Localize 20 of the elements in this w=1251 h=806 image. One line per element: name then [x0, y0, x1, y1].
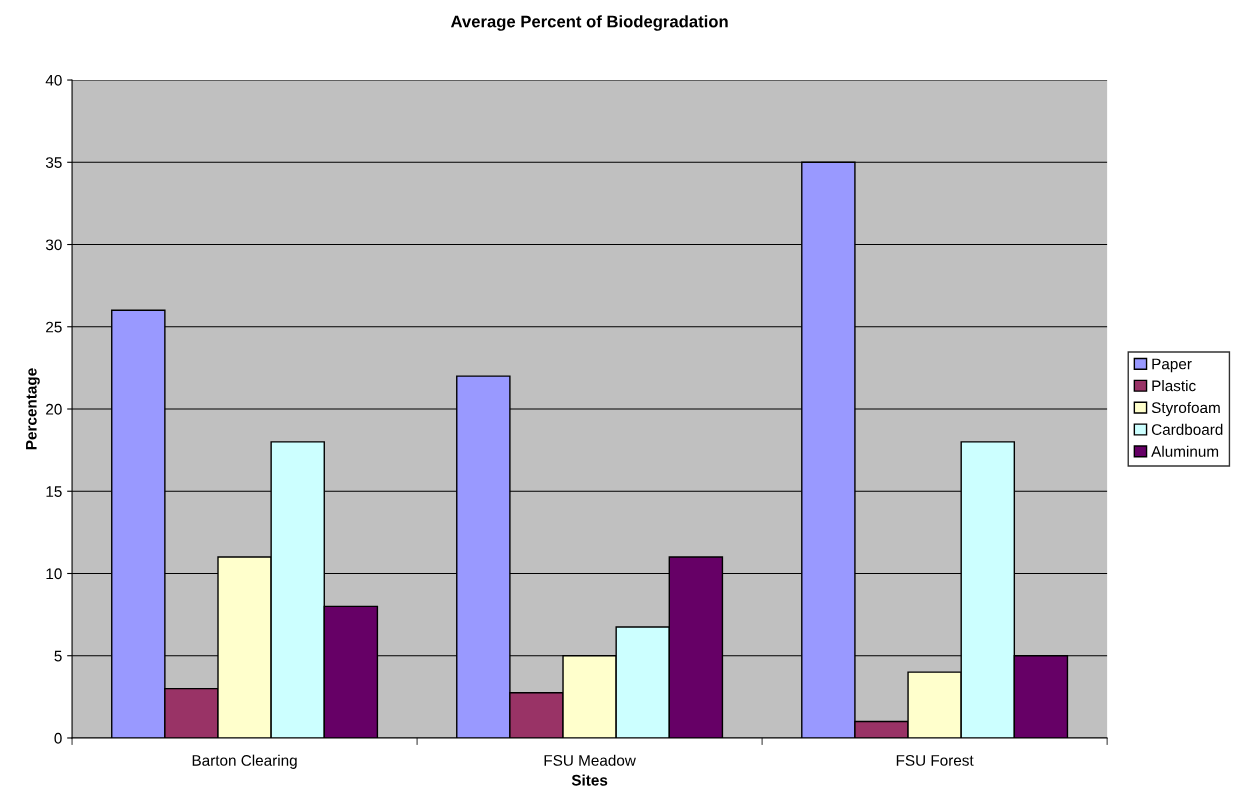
x-tick-label: Barton Clearing — [192, 754, 297, 769]
legend-label: Paper — [1152, 358, 1192, 373]
legend-label: Styrofoam — [1151, 401, 1220, 417]
y-tick-label: 0 — [54, 732, 62, 744]
y-tick-label: 15 — [46, 486, 62, 497]
y-tick-label: 20 — [46, 403, 62, 415]
y-tick-label: 40 — [45, 74, 62, 86]
y-tick-label: 35 — [45, 157, 62, 168]
legend-label: Cardboard — [1151, 423, 1223, 435]
x-tick-label: FSU Meadow — [544, 754, 636, 766]
y-axis-title: Percentage — [26, 368, 40, 450]
legend-label: Plastic — [1152, 380, 1196, 392]
x-tick-label: FSU Forest — [896, 755, 974, 766]
legend-label: Aluminum — [1151, 445, 1219, 457]
y-tick-label: 30 — [45, 239, 62, 251]
y-tick-label: 10 — [46, 568, 62, 580]
y-tick-label: 25 — [46, 321, 62, 333]
x-axis-title: Sites — [571, 774, 608, 786]
chart-title: Average Percent of Biodegradation — [450, 15, 728, 31]
y-tick-label: 5 — [54, 650, 62, 662]
